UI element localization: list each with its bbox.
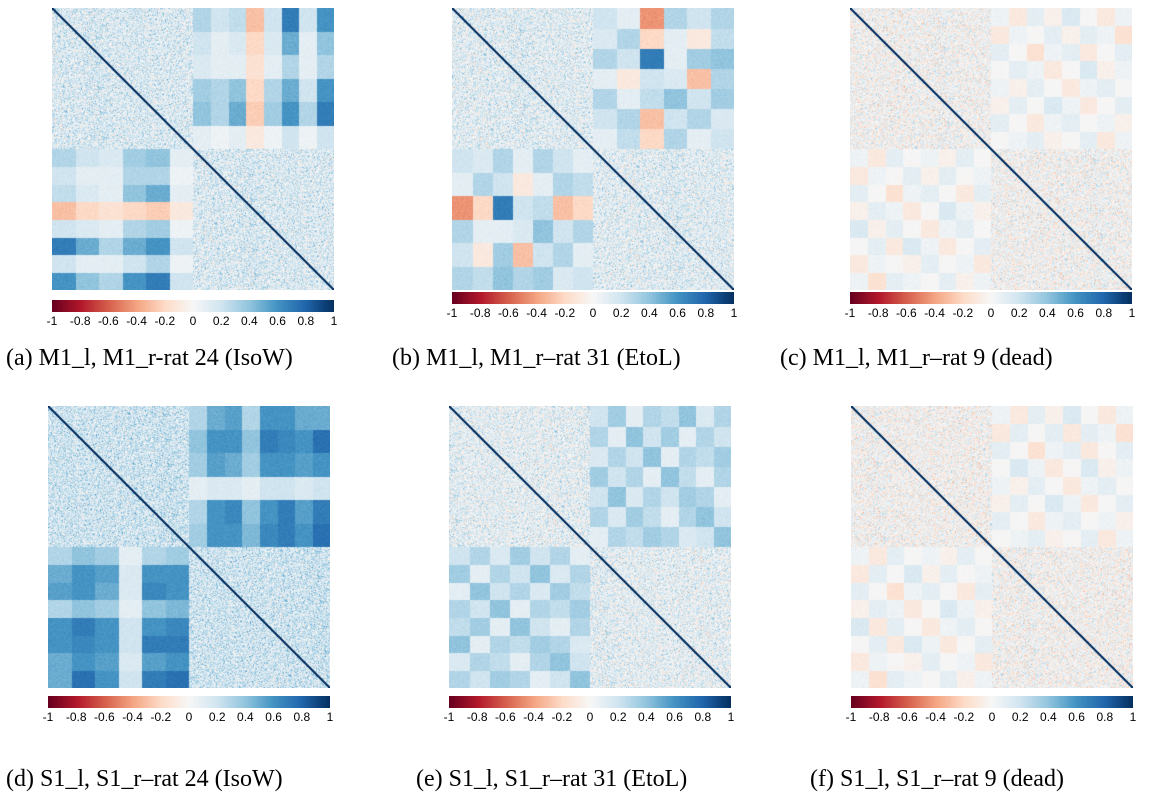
colorbar-tick-label: -1: [42, 710, 54, 724]
colorbar-ticks-b: -1 -0.8 -0.6 -0.4 -0.2 0 0.2 0.4 0.6 0.8 1: [447, 306, 738, 320]
colorbar-tick-label: -0.6: [94, 710, 115, 724]
colorbar-tick-label: -0.2: [150, 710, 172, 724]
colorbar-tick-label: -0.8: [867, 306, 889, 320]
colorbar-tick-label: -0.8: [868, 710, 890, 724]
colorbar-tick-label: -1: [446, 306, 458, 320]
heatmap-b: [452, 8, 734, 290]
colorbar-tick-label: 0.4: [1040, 710, 1057, 724]
colorbar-tick-label: 0.4: [241, 314, 258, 328]
colorbar-tick-label: -0.8: [69, 314, 91, 328]
caption-d: (d) S1_l, S1_r–rat 24 (IsoW): [6, 766, 283, 792]
colorbar-tick-label: 0.6: [1067, 306, 1084, 320]
panel-b: -1 -0.8 -0.6 -0.4 -0.2 0 0.2 0.4 0.6 0.8 1: [447, 8, 738, 320]
colorbar-tick-label: 0.8: [694, 710, 712, 724]
heatmap-d: [48, 406, 330, 688]
colorbar-ticks-f: -1 -0.8 -0.6 -0.4 -0.2 0 0.2 0.4 0.6 0.8 1: [846, 710, 1137, 724]
colorbar-tick-label: -0.6: [98, 314, 119, 328]
panel-a: -1 -0.8 -0.6 -0.4 -0.2 0 0.2 0.4 0.6 0.8 1: [47, 8, 337, 328]
colorbar-tick-label: -0.6: [498, 306, 519, 320]
colorbar-ticks-e: -1 -0.8 -0.6 -0.4 -0.2 0 0.2 0.4 0.6 0.8 1: [444, 710, 735, 724]
colorbar-tick-label: 0.2: [212, 314, 230, 328]
colorbar-tick-label: 0.8: [1096, 710, 1114, 724]
colorbar-tick-label: -1: [844, 306, 856, 320]
colorbar-tick-label: -0.4: [122, 710, 143, 724]
colorbar-tick-label: 0.4: [638, 710, 655, 724]
colorbar-tick-label: 0.2: [1011, 710, 1029, 724]
colorbar-tick-label: 0.8: [1095, 306, 1113, 320]
colorbar-tick-label: 0: [988, 710, 996, 724]
colorbar-tick-label: 0.8: [697, 306, 715, 320]
colorbar-tick-label: 0.8: [297, 314, 315, 328]
colorbar-tick-label: 1: [1129, 710, 1137, 724]
caption-e: (e) S1_l, S1_r–rat 31 (EtoL): [416, 766, 688, 792]
caption-c: (c) M1_l, M1_r–rat 9 (dead): [780, 345, 1053, 371]
colorbar-tick-label: 0.6: [269, 314, 286, 328]
colorbar-tick-label: -0.2: [952, 306, 974, 320]
colorbar-tick-label: -1: [845, 710, 857, 724]
colorbar-tick-label: -0.2: [953, 710, 975, 724]
colorbar-d: [48, 696, 330, 708]
colorbar-tick-label: 0.6: [669, 306, 686, 320]
colorbar-tick-label: -0.8: [466, 710, 488, 724]
colorbar-tick-label: -0.6: [897, 710, 918, 724]
colorbar-tick-label: 0: [589, 306, 597, 320]
colorbar-tick-label: 1: [330, 314, 338, 328]
colorbar-tick-label: 0.2: [1010, 306, 1028, 320]
colorbar-f: [851, 696, 1133, 708]
colorbar-tick-label: -1: [46, 314, 58, 328]
colorbar-tick-label: 1: [326, 710, 334, 724]
colorbar-tick-label: 0.2: [609, 710, 627, 724]
colorbar-tick-label: 0.4: [641, 306, 658, 320]
colorbar-tick-label: -0.8: [65, 710, 87, 724]
colorbar-tick-label: 0: [586, 710, 594, 724]
colorbar-ticks-d: -1 -0.8 -0.6 -0.4 -0.2 0 0.2 0.4 0.6 0.8 1: [43, 710, 334, 724]
colorbar-tick-label: 0.2: [612, 306, 630, 320]
heatmap-a: [52, 8, 334, 290]
panel-c: -1 -0.8 -0.6 -0.4 -0.2 0 0.2 0.4 0.6 0.8 1: [845, 8, 1136, 320]
heatmap-c: [850, 8, 1132, 290]
colorbar-tick-label: -0.2: [551, 710, 573, 724]
colorbar-tick-label: 1: [730, 306, 738, 320]
colorbar-ticks-c: -1 -0.8 -0.6 -0.4 -0.2 0 0.2 0.4 0.6 0.8 1: [845, 306, 1136, 320]
colorbar-tick-label: 1: [1128, 306, 1136, 320]
colorbar-a: [52, 300, 334, 312]
colorbar-tick-label: 0.6: [265, 710, 282, 724]
colorbar-tick-label: 0.6: [1068, 710, 1085, 724]
colorbar-tick-label: 0: [185, 710, 193, 724]
colorbar-ticks-a: -1 -0.8 -0.6 -0.4 -0.2 0 0.2 0.4 0.6 0.8 1: [47, 314, 338, 328]
colorbar-c: [850, 292, 1132, 304]
colorbar-tick-label: 0.4: [1039, 306, 1056, 320]
colorbar-tick-label: -1: [443, 710, 455, 724]
caption-f: (f) S1_l, S1_r–rat 9 (dead): [810, 766, 1064, 792]
colorbar-tick-label: 0: [189, 314, 197, 328]
heatmap-f: [851, 406, 1133, 688]
colorbar-tick-label: 0.8: [293, 710, 311, 724]
colorbar-tick-label: 1: [727, 710, 735, 724]
colorbar-tick-label: -0.4: [126, 314, 147, 328]
colorbar-tick-label: -0.4: [526, 306, 547, 320]
colorbar-tick-label: -0.4: [925, 710, 946, 724]
colorbar-tick-label: 0.4: [237, 710, 254, 724]
colorbar-b: [452, 292, 734, 304]
colorbar-tick-label: -0.2: [554, 306, 576, 320]
colorbar-tick-label: -0.6: [896, 306, 917, 320]
panel-d: -1 -0.8 -0.6 -0.4 -0.2 0 0.2 0.4 0.6 0.8 1: [43, 404, 333, 724]
heatmap-e: [449, 406, 731, 688]
colorbar-tick-label: -0.4: [924, 306, 945, 320]
caption-b: (b) M1_l, M1_r–rat 31 (EtoL): [392, 345, 681, 371]
colorbar-tick-label: 0.6: [666, 710, 683, 724]
colorbar-tick-label: -0.4: [523, 710, 544, 724]
colorbar-tick-label: -0.8: [469, 306, 491, 320]
panel-e: -1 -0.8 -0.6 -0.4 -0.2 0 0.2 0.4 0.6 0.8 1: [444, 404, 734, 724]
caption-a: (a) M1_l, M1_r-rat 24 (IsoW): [6, 345, 293, 371]
colorbar-tick-label: 0: [987, 306, 995, 320]
colorbar-e: [449, 696, 731, 708]
colorbar-tick-label: -0.6: [495, 710, 516, 724]
panel-f: -1 -0.8 -0.6 -0.4 -0.2 0 0.2 0.4 0.6 0.8 1: [846, 404, 1136, 724]
colorbar-tick-label: 0.2: [208, 710, 226, 724]
colorbar-tick-label: -0.2: [154, 314, 176, 328]
